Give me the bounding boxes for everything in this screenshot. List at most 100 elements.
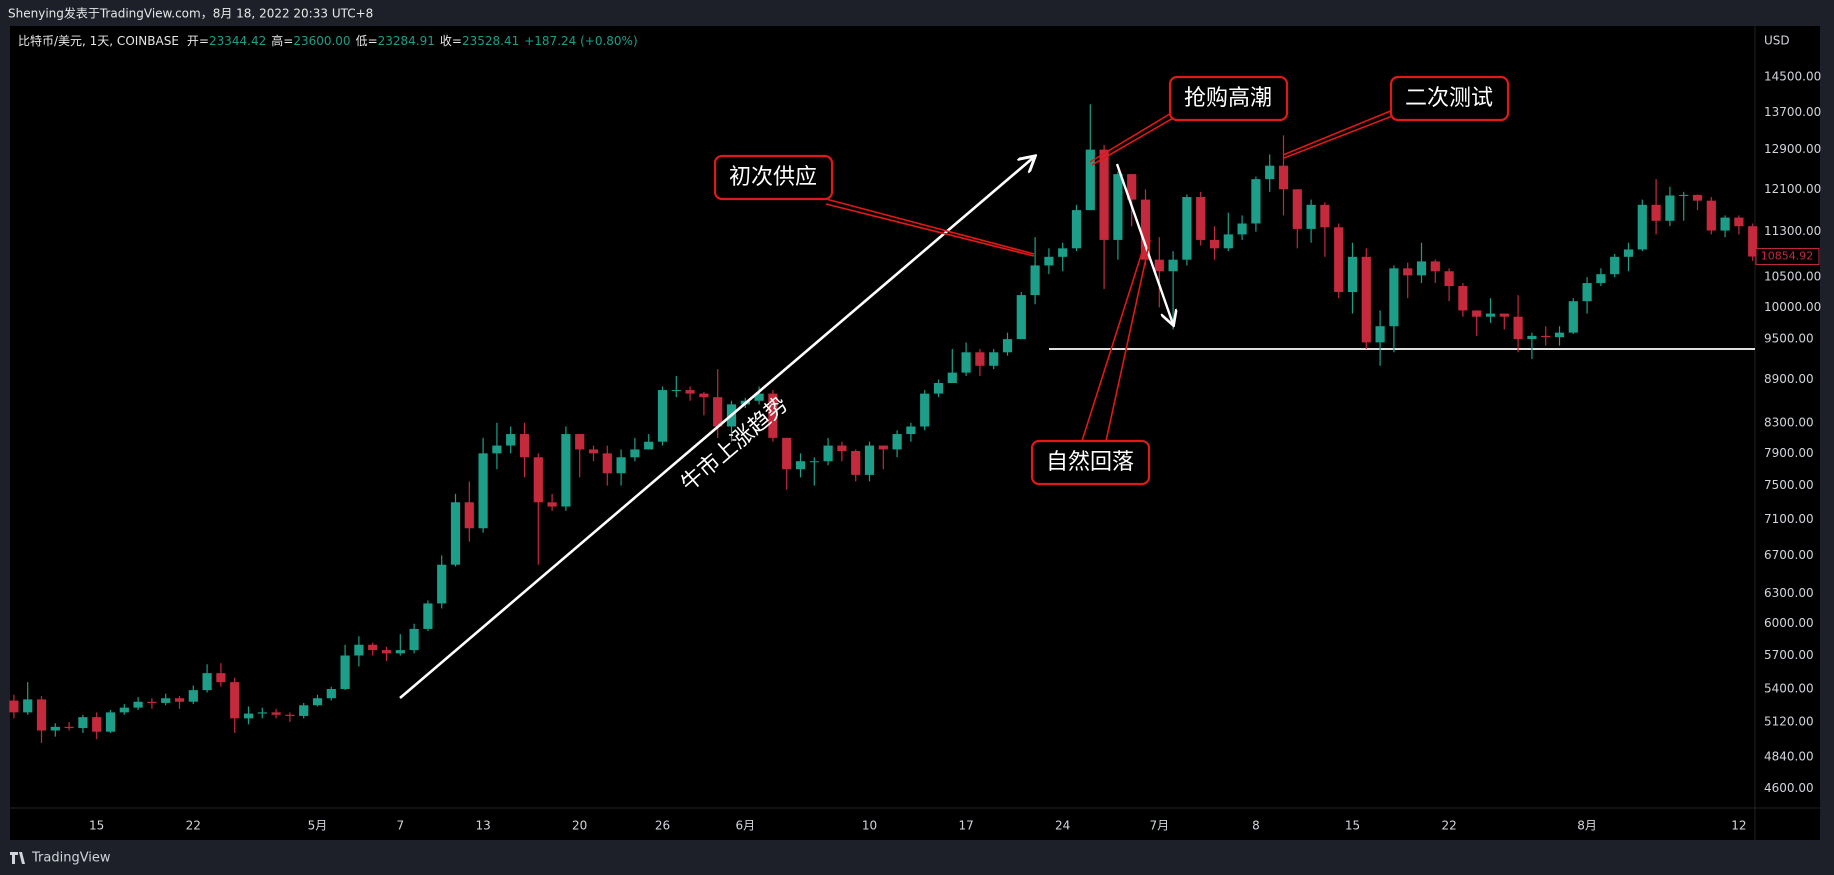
- candle-body: [1568, 301, 1578, 333]
- x-tick-label: 17: [958, 819, 973, 833]
- candle-body: [1030, 265, 1040, 296]
- candle-body: [892, 434, 902, 450]
- candle-body: [1127, 174, 1137, 200]
- candle-body: [1334, 227, 1344, 293]
- candle-body: [1113, 174, 1123, 240]
- y-tick-label: 7100.00: [1764, 512, 1814, 526]
- candle-body: [1734, 217, 1744, 227]
- candle-body: [450, 502, 461, 565]
- callout-text: 抢购高潮: [1184, 86, 1272, 111]
- candle-body: [1209, 239, 1220, 249]
- candle-body: [547, 502, 557, 507]
- legend-value: 23600.00: [293, 34, 350, 48]
- last-price-label: 10854.92: [1761, 250, 1814, 263]
- candle-body: [1099, 149, 1109, 240]
- candle-body: [533, 457, 543, 503]
- candle-body: [630, 449, 640, 458]
- legend: 比特币/美元, 1天, COINBASE 开=23344.42 高=23600.00…: [18, 33, 638, 48]
- x-tick-label: 15: [1345, 819, 1360, 833]
- callout-line: [1089, 111, 1176, 166]
- candle-body: [837, 445, 847, 451]
- symbol: 比特币/美元, 1天, COINBASE: [18, 33, 179, 48]
- caption: Shenying发表于TradingView.com，8月 18, 2022 2…: [8, 6, 373, 21]
- candle-body: [1679, 194, 1689, 196]
- y-tick-label: 7500.00: [1764, 478, 1814, 492]
- y-tick-label: 4600.00: [1764, 781, 1814, 795]
- candle-body: [1016, 295, 1026, 340]
- candle-body: [575, 434, 585, 450]
- candle-body: [657, 390, 668, 442]
- candle-body: [409, 628, 419, 651]
- candle-body: [699, 393, 709, 398]
- x-tick-label: 6月: [735, 819, 755, 833]
- candle-body: [1002, 339, 1013, 353]
- candle-body: [354, 644, 364, 656]
- callout-text: 二次测试: [1405, 86, 1493, 111]
- x-tick-label: 5月: [308, 819, 328, 833]
- y-tick-label: 10000.00: [1764, 300, 1821, 314]
- candle-body: [685, 390, 695, 394]
- x-tick-label: 7: [396, 819, 404, 833]
- candle-body: [50, 726, 60, 731]
- candle-body: [23, 699, 33, 713]
- x-tick-label: 13: [475, 819, 490, 833]
- candle-body: [1513, 316, 1523, 340]
- candle-body: [119, 707, 129, 713]
- candle-body: [1403, 268, 1413, 276]
- legend-label: 高=: [271, 33, 293, 48]
- x-tick-label: 15: [89, 819, 104, 833]
- logo: [10, 852, 25, 864]
- callout-line: [1282, 109, 1396, 159]
- x-tick-label: 7月: [1149, 819, 1169, 833]
- candle-body: [1361, 256, 1371, 343]
- candle-body: [1154, 259, 1164, 272]
- candle-body: [989, 352, 999, 366]
- x-tick-label: 24: [1055, 819, 1070, 833]
- y-tick-label: 9500.00: [1764, 332, 1814, 346]
- trend-arrow: [399, 157, 1034, 699]
- candle-body: [312, 698, 323, 706]
- candle-body: [1665, 195, 1675, 221]
- candle-body: [878, 445, 888, 450]
- candle-body: [299, 705, 309, 716]
- y-tick-label: 12900.00: [1764, 142, 1821, 156]
- candle-body: [1637, 204, 1647, 250]
- candle-body: [478, 453, 488, 529]
- callout-box: [1030, 439, 1151, 486]
- candle-body: [616, 457, 626, 474]
- callout-line: [1081, 239, 1151, 442]
- candle-body: [161, 698, 171, 703]
- x-tick-label: 8月: [1577, 819, 1597, 833]
- candle-body: [1347, 256, 1358, 293]
- candle-body: [92, 717, 102, 732]
- candle-body: [1237, 223, 1247, 235]
- candle-body: [174, 698, 185, 702]
- y-tick-label: 6000.00: [1764, 616, 1814, 630]
- legend-label: 开=: [187, 34, 209, 48]
- candle-body: [1375, 326, 1385, 343]
- candle-body: [1485, 313, 1496, 317]
- x-tick-label: 10: [862, 819, 877, 833]
- candle-body: [713, 397, 723, 427]
- candle-body: [809, 461, 819, 463]
- y-tick-label: 5700.00: [1764, 648, 1814, 662]
- candle-body: [851, 450, 861, 475]
- candle-body: [188, 690, 198, 702]
- y-tick-label: 5120.00: [1764, 714, 1814, 728]
- candle-body: [961, 352, 971, 373]
- candle-body: [795, 461, 806, 470]
- candle-body: [1306, 204, 1316, 229]
- candle-body: [1389, 268, 1399, 327]
- y-tick-label: 7900.00: [1764, 446, 1814, 460]
- candle-body: [271, 712, 281, 715]
- candle-body: [1527, 335, 1537, 340]
- candle-body: [147, 701, 157, 703]
- candle-body: [1651, 204, 1661, 221]
- x-tick-label: 22: [1441, 819, 1456, 833]
- y-tick-label: 12100.00: [1764, 182, 1821, 196]
- candle-body: [36, 699, 47, 731]
- candle-body: [230, 682, 240, 719]
- candle-body: [588, 449, 599, 454]
